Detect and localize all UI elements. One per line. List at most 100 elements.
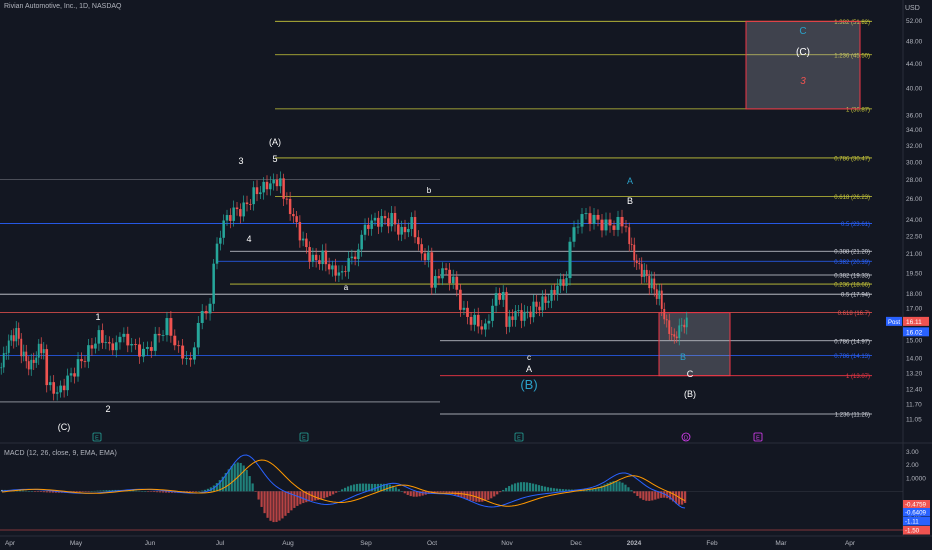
macd-histogram-bar [159, 491, 162, 493]
candles-layer [0, 171, 688, 401]
candle-body [130, 344, 134, 346]
macd-histogram-bar [254, 491, 257, 492]
candle-body [311, 254, 315, 262]
macd-histogram-bar [516, 482, 520, 492]
macd-histogram-bar [132, 490, 135, 492]
macd-histogram-bar [33, 491, 37, 492]
candle-body [22, 351, 25, 357]
macd-histogram-bar [543, 486, 547, 492]
candle-body [645, 269, 648, 276]
macd-histogram-bar [24, 490, 28, 492]
candle-body [12, 335, 15, 342]
macd-histogram-bar [427, 491, 430, 494]
candle-body [592, 214, 596, 224]
candle-body [305, 238, 308, 248]
event-marker[interactable] [92, 432, 102, 442]
price-tick-label: 28.00 [906, 177, 923, 184]
candle-body [680, 324, 683, 326]
macd-histogram-bar [448, 491, 451, 494]
wave-label: c [527, 353, 531, 362]
macd-histogram-bar [81, 491, 84, 492]
candle-body [501, 291, 505, 300]
macd-histogram-bar [546, 487, 550, 492]
macd-histogram-bar [606, 483, 609, 492]
fib-label: 0.388 (21.20) [834, 250, 870, 256]
macd-histogram-bar [660, 491, 663, 498]
price-tick-label: 14.00 [906, 355, 923, 362]
candle-body [410, 217, 413, 229]
event-marker[interactable] [514, 432, 524, 442]
target-zone-box[interactable] [658, 312, 731, 377]
wave-label: A [526, 364, 532, 374]
macd-histogram-bar [218, 480, 221, 492]
time-axis[interactable]: Apr May Jun Jul Aug Sep Oct Nov Dec 2024 Feb Mar Apr [5, 540, 856, 547]
currency-label[interactable]: USD [905, 5, 920, 12]
price-tick-label: 30.00 [906, 159, 923, 166]
price-tick-label: 13.20 [906, 371, 923, 378]
candle-body [538, 306, 541, 311]
macd-histogram-bar [135, 490, 138, 492]
price-tick-label: 34.00 [906, 127, 923, 134]
event-marker[interactable] [753, 432, 763, 442]
candle-body [215, 243, 219, 264]
last-price-label: 16.02 [906, 329, 923, 336]
candle-body [298, 222, 302, 241]
candle-body [337, 272, 341, 276]
price-tick-label: 24.00 [906, 217, 923, 224]
macd-histogram-bar [436, 491, 439, 493]
candle-body [318, 260, 321, 265]
candle-body [42, 349, 45, 354]
fib-label: 1 (13.07) [846, 374, 870, 380]
event-marker[interactable] [299, 432, 309, 442]
event-marker[interactable] [681, 432, 691, 442]
wave-label: C [799, 26, 806, 37]
candle-body [650, 278, 653, 289]
macd-histogram-bar [269, 491, 272, 521]
time-tick-label: Nov [501, 540, 513, 547]
candle-body [225, 215, 229, 221]
macd-histogram-bar [675, 491, 678, 504]
macd-histogram-bar [200, 490, 204, 492]
candle-body [660, 290, 663, 309]
macd-histogram-bar [672, 491, 675, 502]
macd-histogram-bar [275, 491, 278, 522]
macd-histogram-bar [552, 488, 555, 492]
price-axis[interactable]: 52.00 48.00 44.00 40.00 36.00 34.00 32.00 30.00… [886, 18, 929, 423]
candle-body [403, 226, 407, 233]
candle-body [295, 216, 298, 223]
candle-body [149, 347, 153, 351]
macd-histogram-bar [290, 491, 293, 511]
price-tick-label: 36.00 [906, 113, 923, 120]
macd-histogram-bar [317, 491, 320, 500]
macd-histogram-bar [612, 481, 615, 492]
candle-body [505, 291, 508, 327]
candle-body [196, 322, 200, 348]
candle-body [169, 318, 173, 336]
last-price-label: 16.11 [906, 319, 922, 326]
candle-body [321, 250, 324, 265]
candle-body [141, 348, 145, 357]
post-market-label: Post [888, 320, 900, 326]
fib-label: 1.236 (11.26) [835, 413, 870, 419]
macd-histogram-bar [537, 485, 541, 492]
target-zone-box[interactable] [745, 20, 861, 110]
candle-body [104, 342, 108, 343]
macd-histogram-bar [84, 491, 87, 492]
macd-histogram-bar [642, 491, 645, 500]
candle-body [259, 192, 262, 195]
fib-label: 1 (36.87) [846, 107, 870, 113]
wave-label: B [680, 352, 686, 362]
candle-body [2, 353, 5, 368]
candle-body [262, 181, 265, 193]
candle-body [544, 296, 547, 303]
macd-value-label: -1.50 [905, 528, 920, 535]
macd-histogram-bar [358, 483, 362, 492]
candle-body [161, 335, 165, 336]
candle-body [301, 238, 305, 241]
macd-histogram-bar [636, 491, 639, 496]
macd-histogram-bar [361, 483, 365, 492]
macd-histogram-bar [490, 491, 493, 499]
fib-label: 0.382 (19.33) [834, 274, 870, 280]
macd-histogram-bar [564, 489, 567, 492]
candle-body [380, 216, 383, 227]
